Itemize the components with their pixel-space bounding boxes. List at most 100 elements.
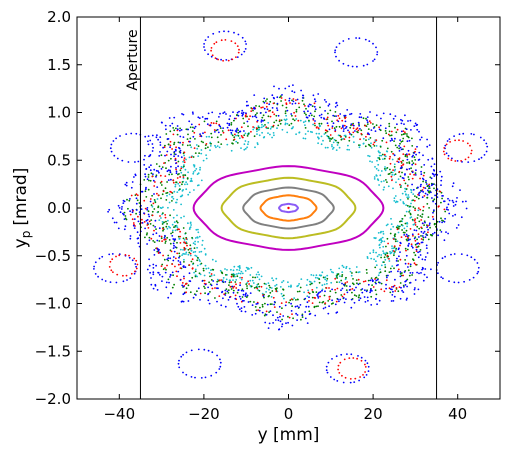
data-point bbox=[237, 131, 240, 134]
data-point bbox=[156, 134, 158, 137]
data-point bbox=[256, 142, 259, 144]
data-point bbox=[204, 264, 207, 267]
data-point bbox=[124, 225, 127, 228]
data-point bbox=[390, 228, 392, 231]
data-point bbox=[420, 136, 423, 139]
data-point bbox=[303, 291, 305, 294]
data-point bbox=[416, 271, 418, 274]
data-point bbox=[327, 312, 330, 315]
data-point bbox=[238, 137, 241, 140]
data-point bbox=[180, 165, 183, 168]
data-point bbox=[209, 145, 212, 147]
data-point bbox=[182, 227, 185, 229]
data-point bbox=[129, 235, 132, 237]
data-point bbox=[369, 289, 372, 292]
data-point bbox=[368, 120, 371, 123]
data-point bbox=[292, 100, 295, 103]
data-point bbox=[389, 252, 392, 255]
data-point bbox=[372, 123, 374, 125]
data-point bbox=[362, 64, 365, 67]
data-point bbox=[404, 284, 407, 286]
data-point bbox=[227, 30, 230, 33]
data-point bbox=[397, 178, 400, 181]
data-point bbox=[194, 237, 197, 239]
data-point bbox=[295, 108, 298, 111]
data-point bbox=[182, 141, 184, 144]
data-point bbox=[151, 150, 154, 152]
data-point bbox=[409, 272, 412, 274]
data-point bbox=[290, 113, 293, 115]
data-point bbox=[375, 264, 378, 267]
data-point bbox=[383, 180, 385, 182]
data-point bbox=[296, 305, 299, 307]
data-point bbox=[135, 197, 138, 200]
data-point bbox=[363, 376, 366, 379]
data-point bbox=[341, 126, 344, 128]
data-point bbox=[218, 31, 221, 33]
data-point bbox=[131, 211, 134, 214]
data-point bbox=[224, 289, 227, 292]
data-point bbox=[280, 292, 283, 295]
data-point bbox=[433, 198, 436, 201]
data-point bbox=[403, 123, 405, 125]
data-point bbox=[306, 278, 309, 281]
data-point bbox=[137, 215, 139, 218]
data-point bbox=[275, 114, 278, 117]
data-point bbox=[160, 217, 162, 219]
data-point bbox=[380, 256, 382, 259]
data-point bbox=[220, 279, 223, 281]
data-point bbox=[451, 185, 454, 188]
data-point bbox=[183, 165, 185, 168]
data-point bbox=[338, 117, 341, 120]
data-point bbox=[161, 223, 164, 225]
data-point bbox=[355, 286, 357, 289]
data-point bbox=[214, 57, 217, 59]
data-point bbox=[357, 121, 360, 124]
data-point bbox=[247, 141, 250, 143]
data-point bbox=[165, 281, 168, 284]
data-point bbox=[256, 119, 259, 122]
data-point bbox=[152, 179, 155, 182]
data-point bbox=[254, 146, 256, 149]
data-point bbox=[263, 119, 266, 122]
data-point bbox=[404, 280, 407, 283]
data-point bbox=[186, 177, 189, 180]
data-point bbox=[348, 267, 351, 270]
data-point bbox=[173, 141, 176, 144]
data-point bbox=[420, 230, 423, 233]
data-point bbox=[399, 242, 402, 245]
data-point bbox=[227, 59, 230, 62]
data-point bbox=[176, 133, 179, 136]
data-point bbox=[420, 272, 422, 274]
data-point bbox=[225, 113, 227, 115]
data-point bbox=[183, 258, 185, 261]
data-point bbox=[182, 300, 185, 303]
data-point bbox=[412, 162, 415, 165]
data-point bbox=[163, 258, 166, 261]
data-point bbox=[375, 167, 378, 170]
data-point bbox=[123, 228, 126, 231]
data-point bbox=[367, 370, 370, 372]
data-point bbox=[338, 300, 340, 303]
data-point bbox=[172, 256, 175, 258]
data-point bbox=[318, 122, 321, 125]
data-point bbox=[336, 144, 339, 146]
data-point bbox=[155, 169, 158, 172]
data-point bbox=[176, 241, 178, 244]
data-point bbox=[205, 154, 208, 157]
data-point bbox=[292, 126, 294, 128]
data-point bbox=[429, 176, 432, 179]
data-point bbox=[276, 287, 278, 289]
data-point bbox=[213, 42, 216, 45]
data-point bbox=[314, 314, 317, 317]
data-point bbox=[234, 281, 237, 283]
axis-ticks: −40 −20 0 20 40−2.0−1.5−1.0−0.50.00.51.01.52… bbox=[35, 8, 500, 423]
closed-orbit bbox=[242, 186, 335, 230]
data-point bbox=[372, 251, 375, 254]
data-point bbox=[202, 159, 205, 162]
data-point bbox=[169, 144, 172, 147]
data-point bbox=[421, 235, 424, 237]
data-point bbox=[283, 297, 285, 300]
data-point bbox=[304, 311, 307, 313]
data-point bbox=[331, 358, 333, 360]
